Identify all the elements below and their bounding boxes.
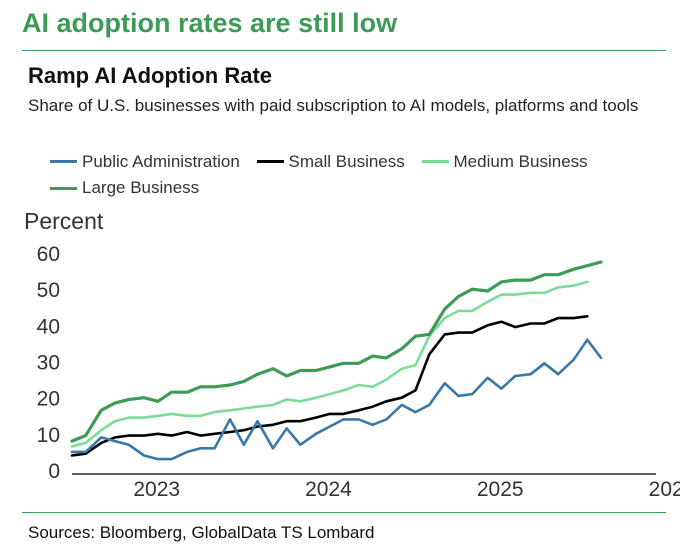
y-tick-30: 30 [37,352,60,375]
chart-subtitle: Share of U.S. businesses with paid subsc… [28,96,639,115]
series-line-medium-business [70,280,589,448]
line-chart: Percent 0 10 20 30 40 50 60 2023 2024 2025 2026 [24,208,680,501]
x-tick-2025: 2025 [477,478,524,501]
top-divider [22,50,666,51]
y-tick-60: 60 [37,243,60,266]
legend: Public Administration Small Business Med… [50,148,660,201]
legend-item-medium-business: Medium Business [421,149,588,175]
y-tick-40: 40 [37,315,60,338]
x-tick-2026: 2026 [649,478,680,501]
y-tick-20: 20 [37,388,60,411]
series-lines [70,260,603,461]
legend-item-public-administration: Public Administration [50,149,240,175]
legend-swatch-large-business [50,186,77,190]
legend-swatch-public-administration [50,160,77,163]
y-tick-labels: 0 10 20 30 40 50 60 [37,243,60,483]
y-tick-50: 50 [37,279,60,302]
y-tick-0: 0 [48,460,60,483]
legend-swatch-small-business [256,160,284,163]
series-line-small-business [70,315,589,457]
y-axis-label: Percent [24,208,104,234]
y-tick-10: 10 [37,424,60,447]
x-tick-labels: 2023 2024 2025 2026 [133,478,680,501]
legend-item-small-business: Small Business [256,149,405,175]
source-note: Sources: Bloomberg, GlobalData TS Lombar… [28,523,375,542]
legend-label-medium-business: Medium Business [453,151,588,171]
legend-label-public-administration: Public Administration [82,151,240,171]
chart-title: Ramp AI Adoption Rate [28,63,273,88]
legend-item-large-business: Large Business [50,175,199,201]
bottom-divider [22,512,666,513]
legend-label-small-business: Small Business [288,151,405,171]
series-line-public-administration [70,338,603,461]
legend-swatch-medium-business [421,160,449,163]
x-tick-2023: 2023 [133,478,180,501]
legend-label-large-business: Large Business [82,178,200,197]
series-line-large-business [70,260,603,443]
x-tick-2024: 2024 [305,478,352,501]
headline: AI adoption rates are still low [22,8,398,38]
